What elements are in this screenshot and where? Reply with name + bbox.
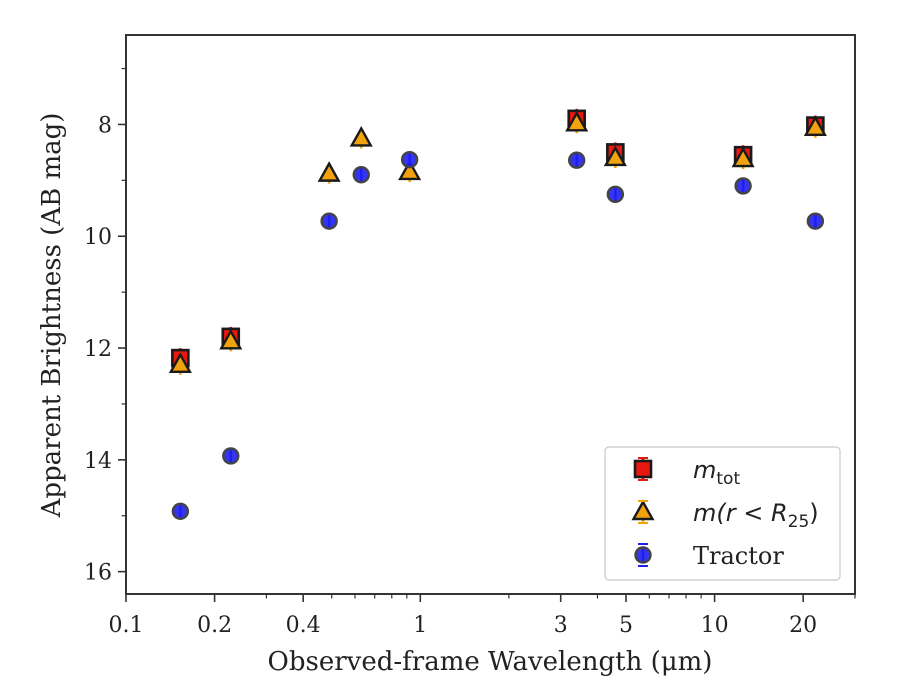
x-tick-label: 5 xyxy=(619,613,633,638)
data-point xyxy=(317,161,341,184)
x-tick-label: 0.2 xyxy=(197,613,232,638)
legend-label: m(r < R25) xyxy=(693,499,819,532)
legend-box xyxy=(604,446,841,581)
legend-marker xyxy=(633,459,653,479)
data-point xyxy=(171,502,190,520)
triangle-marker xyxy=(731,146,755,168)
triangle-marker xyxy=(317,161,341,182)
plot-area xyxy=(168,108,827,520)
data-point xyxy=(806,212,825,230)
circle-marker xyxy=(806,212,825,230)
data-point xyxy=(603,145,627,168)
data-point xyxy=(734,177,752,195)
x-axis-label: Observed-frame Wavelength (μm) xyxy=(268,647,713,677)
triangle-marker xyxy=(603,145,627,167)
circle-marker xyxy=(634,546,652,564)
data-point xyxy=(349,125,373,149)
y-axis-label: Apparent Brightness (AB mag) xyxy=(37,113,67,519)
circle-marker xyxy=(352,166,370,184)
circle-marker xyxy=(222,447,240,465)
legend-marker xyxy=(631,499,655,522)
circle-marker xyxy=(400,150,419,169)
series-triangle xyxy=(168,110,827,375)
triangle-marker xyxy=(631,499,655,521)
y-tick-label: 12 xyxy=(84,337,112,362)
axes: 0.1 0.2 0.4 1 3 5 10 20 8 10 12 14 16 xyxy=(84,34,856,638)
data-point xyxy=(168,352,192,375)
x-tick-label: 1 xyxy=(413,613,427,638)
circle-marker xyxy=(320,212,338,230)
y-tick-label: 14 xyxy=(84,449,112,474)
data-point xyxy=(400,150,419,169)
data-point xyxy=(731,146,755,170)
data-point xyxy=(219,328,243,352)
triangle-marker xyxy=(565,110,589,132)
x-tick-label: 0.4 xyxy=(286,613,321,638)
data-point xyxy=(565,110,589,134)
triangle-marker xyxy=(803,115,827,136)
data-point xyxy=(568,151,586,169)
series-square xyxy=(171,108,825,369)
legend-label: Tractor xyxy=(693,542,784,570)
legend-entry: Tractor xyxy=(634,542,784,570)
circle-marker xyxy=(171,502,190,520)
triangle-marker xyxy=(349,125,373,147)
legend-entry: m(r < R25) xyxy=(631,499,819,532)
series-circle xyxy=(171,150,825,520)
x-tick-label: 10 xyxy=(701,613,729,638)
legend-marker xyxy=(634,546,652,564)
data-point xyxy=(320,212,338,230)
square-marker xyxy=(633,459,653,479)
data-point xyxy=(606,185,625,204)
data-point xyxy=(803,115,827,138)
x-tick-label: 3 xyxy=(554,613,568,638)
legend-label: mtot xyxy=(693,456,740,489)
data-point xyxy=(222,447,240,465)
plot-frame xyxy=(125,34,856,595)
legend: mtot m(r < R25) Tractor xyxy=(604,446,841,581)
data-point xyxy=(352,166,370,184)
circle-marker xyxy=(568,151,586,169)
circle-marker xyxy=(606,185,625,204)
legend-entry: mtot xyxy=(633,456,740,489)
triangle-marker xyxy=(398,159,422,181)
y-tick-label: 10 xyxy=(84,225,112,250)
triangle-marker xyxy=(168,352,192,374)
x-tick-label: 0.1 xyxy=(109,613,144,638)
y-tick-label: 8 xyxy=(98,113,112,138)
circle-marker xyxy=(734,177,752,195)
triangle-marker xyxy=(219,328,243,350)
y-tick-label: 16 xyxy=(84,561,112,586)
x-tick-label: 20 xyxy=(789,613,817,638)
